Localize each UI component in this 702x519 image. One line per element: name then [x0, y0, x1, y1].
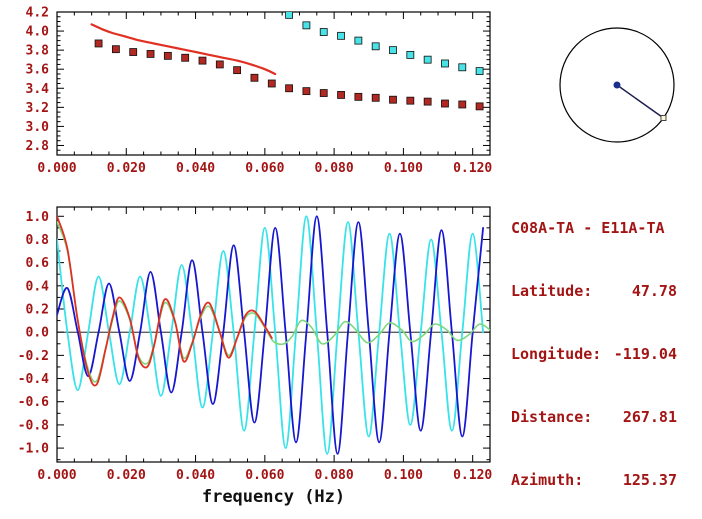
station-edge-marker [660, 114, 667, 121]
picks-red-squares-marker [129, 48, 138, 56]
picks-red-squares-marker [475, 102, 484, 111]
picks-red-squares-marker [267, 79, 276, 88]
y-tick-label: -0.8 [18, 418, 49, 433]
picks-red-squares-marker [458, 100, 467, 109]
longitude-label: Longitude: [511, 345, 602, 363]
x-tick-label: 0.060 [245, 468, 284, 483]
x-tick-label: 0.020 [107, 468, 146, 483]
azimuth-diagram [559, 27, 675, 143]
picks-cyan-squares-marker [319, 28, 328, 36]
longitude-value: -119.04 [613, 345, 677, 363]
y-tick-label: 0.6 [26, 256, 50, 271]
picks-red-squares-marker [163, 51, 172, 60]
azimuth-value: 125.37 [622, 471, 677, 489]
info-row-distance: Distance: 267.81 [511, 407, 677, 428]
station-info-panel: C08A-TA - E11A-TA Latitude: 47.78 Longit… [511, 176, 677, 519]
picks-cyan-squares-marker [423, 55, 432, 64]
distance-label: Distance: [511, 408, 593, 426]
station-center-dot [613, 81, 621, 89]
plot-border [56, 206, 491, 463]
azimuth-circle [559, 27, 675, 143]
picks-red-squares-marker [441, 99, 449, 108]
y-tick-label: 3.8 [26, 44, 50, 59]
picks-cyan-squares-marker [441, 59, 449, 68]
x-tick-label: 0.000 [37, 468, 76, 483]
info-row-azimuth: Azimuth: 125.37 [511, 470, 677, 491]
y-tick-label: 3.6 [26, 63, 50, 78]
plot-area [90, 12, 484, 111]
picks-cyan-squares-marker [354, 36, 363, 45]
dispersion-chart: 0.000 0.020 0.040 0.060 0.080 0.100 0.120 2.8 3.… [26, 6, 493, 177]
picks-cyan-squares-marker [406, 51, 415, 59]
y-tick-label: -0.4 [18, 372, 49, 387]
y-tick-label: 3.0 [26, 120, 50, 135]
station-pair-title: C08A-TA - E11A-TA [511, 219, 665, 237]
x-tick-label: 0.120 [453, 161, 492, 176]
picks-cyan-squares-marker [458, 63, 467, 72]
y-tick-label: 0.0 [26, 326, 50, 341]
y-tick-label: 4.0 [26, 25, 50, 40]
waveform-red [57, 215, 273, 387]
y-tick-label: 4.2 [26, 6, 49, 21]
picks-red-squares-marker [423, 97, 432, 106]
picks-red-squares-marker [111, 45, 120, 54]
y-tick-label: 0.8 [26, 233, 50, 248]
picks-red-squares-marker [94, 39, 103, 48]
info-row-longitude: Longitude: -119.04 [511, 344, 677, 365]
picks-red-squares-marker [250, 73, 259, 82]
y-tick-label: -0.6 [18, 395, 49, 410]
x-tick-label: 0.060 [245, 161, 284, 176]
picks-red-squares-marker [302, 87, 311, 96]
x-tick-label: 0.080 [315, 468, 354, 483]
x-tick-label: 0.080 [315, 161, 354, 176]
picks-red-squares-marker [181, 53, 190, 62]
azimuth-label: Azimuth: [511, 471, 584, 489]
picks-cyan-squares-marker [302, 21, 311, 30]
latitude-label: Latitude: [511, 282, 593, 300]
picks-cyan-squares-marker [389, 46, 397, 55]
x-tick-label: 0.100 [384, 161, 423, 176]
x-tick-label: 0.000 [37, 161, 76, 176]
x-tick-label: 0.040 [176, 468, 215, 483]
y-tick-label: 0.2 [26, 303, 49, 318]
picks-red-squares-marker [233, 66, 242, 75]
y-tick-label: 2.8 [26, 139, 50, 154]
y-tick-label: 1.0 [26, 210, 50, 225]
y-tick-label: 0.4 [26, 279, 50, 294]
picks-cyan-squares-marker [337, 31, 345, 40]
y-tick-label: -0.2 [18, 349, 49, 364]
plot-area [57, 215, 490, 455]
picks-red-squares-marker [371, 93, 380, 102]
picks-red-squares-marker [198, 56, 207, 65]
picks-cyan-squares-marker [285, 12, 293, 19]
waveform-blue [57, 215, 484, 455]
distance-value: 267.81 [622, 408, 677, 426]
x-tick-label: 0.040 [176, 161, 215, 176]
y-tick-label: 3.4 [26, 82, 50, 97]
x-tick-label: 0.100 [384, 468, 423, 483]
picks-cyan-squares-marker [475, 67, 484, 76]
picks-cyan-squares-marker [371, 42, 380, 51]
x-axis-label: frequency (Hz) [202, 487, 345, 507]
info-row-latitude: Latitude: 47.78 [511, 281, 677, 302]
x-tick-label: 0.120 [453, 468, 492, 483]
picks-red-squares-marker [389, 95, 397, 104]
picks-red-squares-marker [146, 50, 155, 58]
latitude-value: 47.78 [631, 282, 677, 300]
picks-red-squares-marker [337, 91, 345, 99]
waveform-chart: 0.000 0.020 0.040 0.060 0.080 0.100 0.120 -1.0 -… [18, 206, 492, 507]
picks-red-squares-marker [319, 89, 328, 97]
picks-red-squares-marker [406, 96, 415, 105]
model-curve-red [90, 23, 277, 76]
picks-red-squares-marker [285, 84, 293, 93]
picks-red-squares-marker [215, 60, 224, 69]
y-tick-label: -1.0 [18, 442, 49, 457]
y-tick-label: 3.2 [26, 101, 49, 116]
azimuth-line [616, 84, 664, 119]
x-tick-label: 0.020 [107, 161, 146, 176]
picks-red-squares-marker [354, 92, 363, 101]
waveform-green [57, 221, 490, 383]
